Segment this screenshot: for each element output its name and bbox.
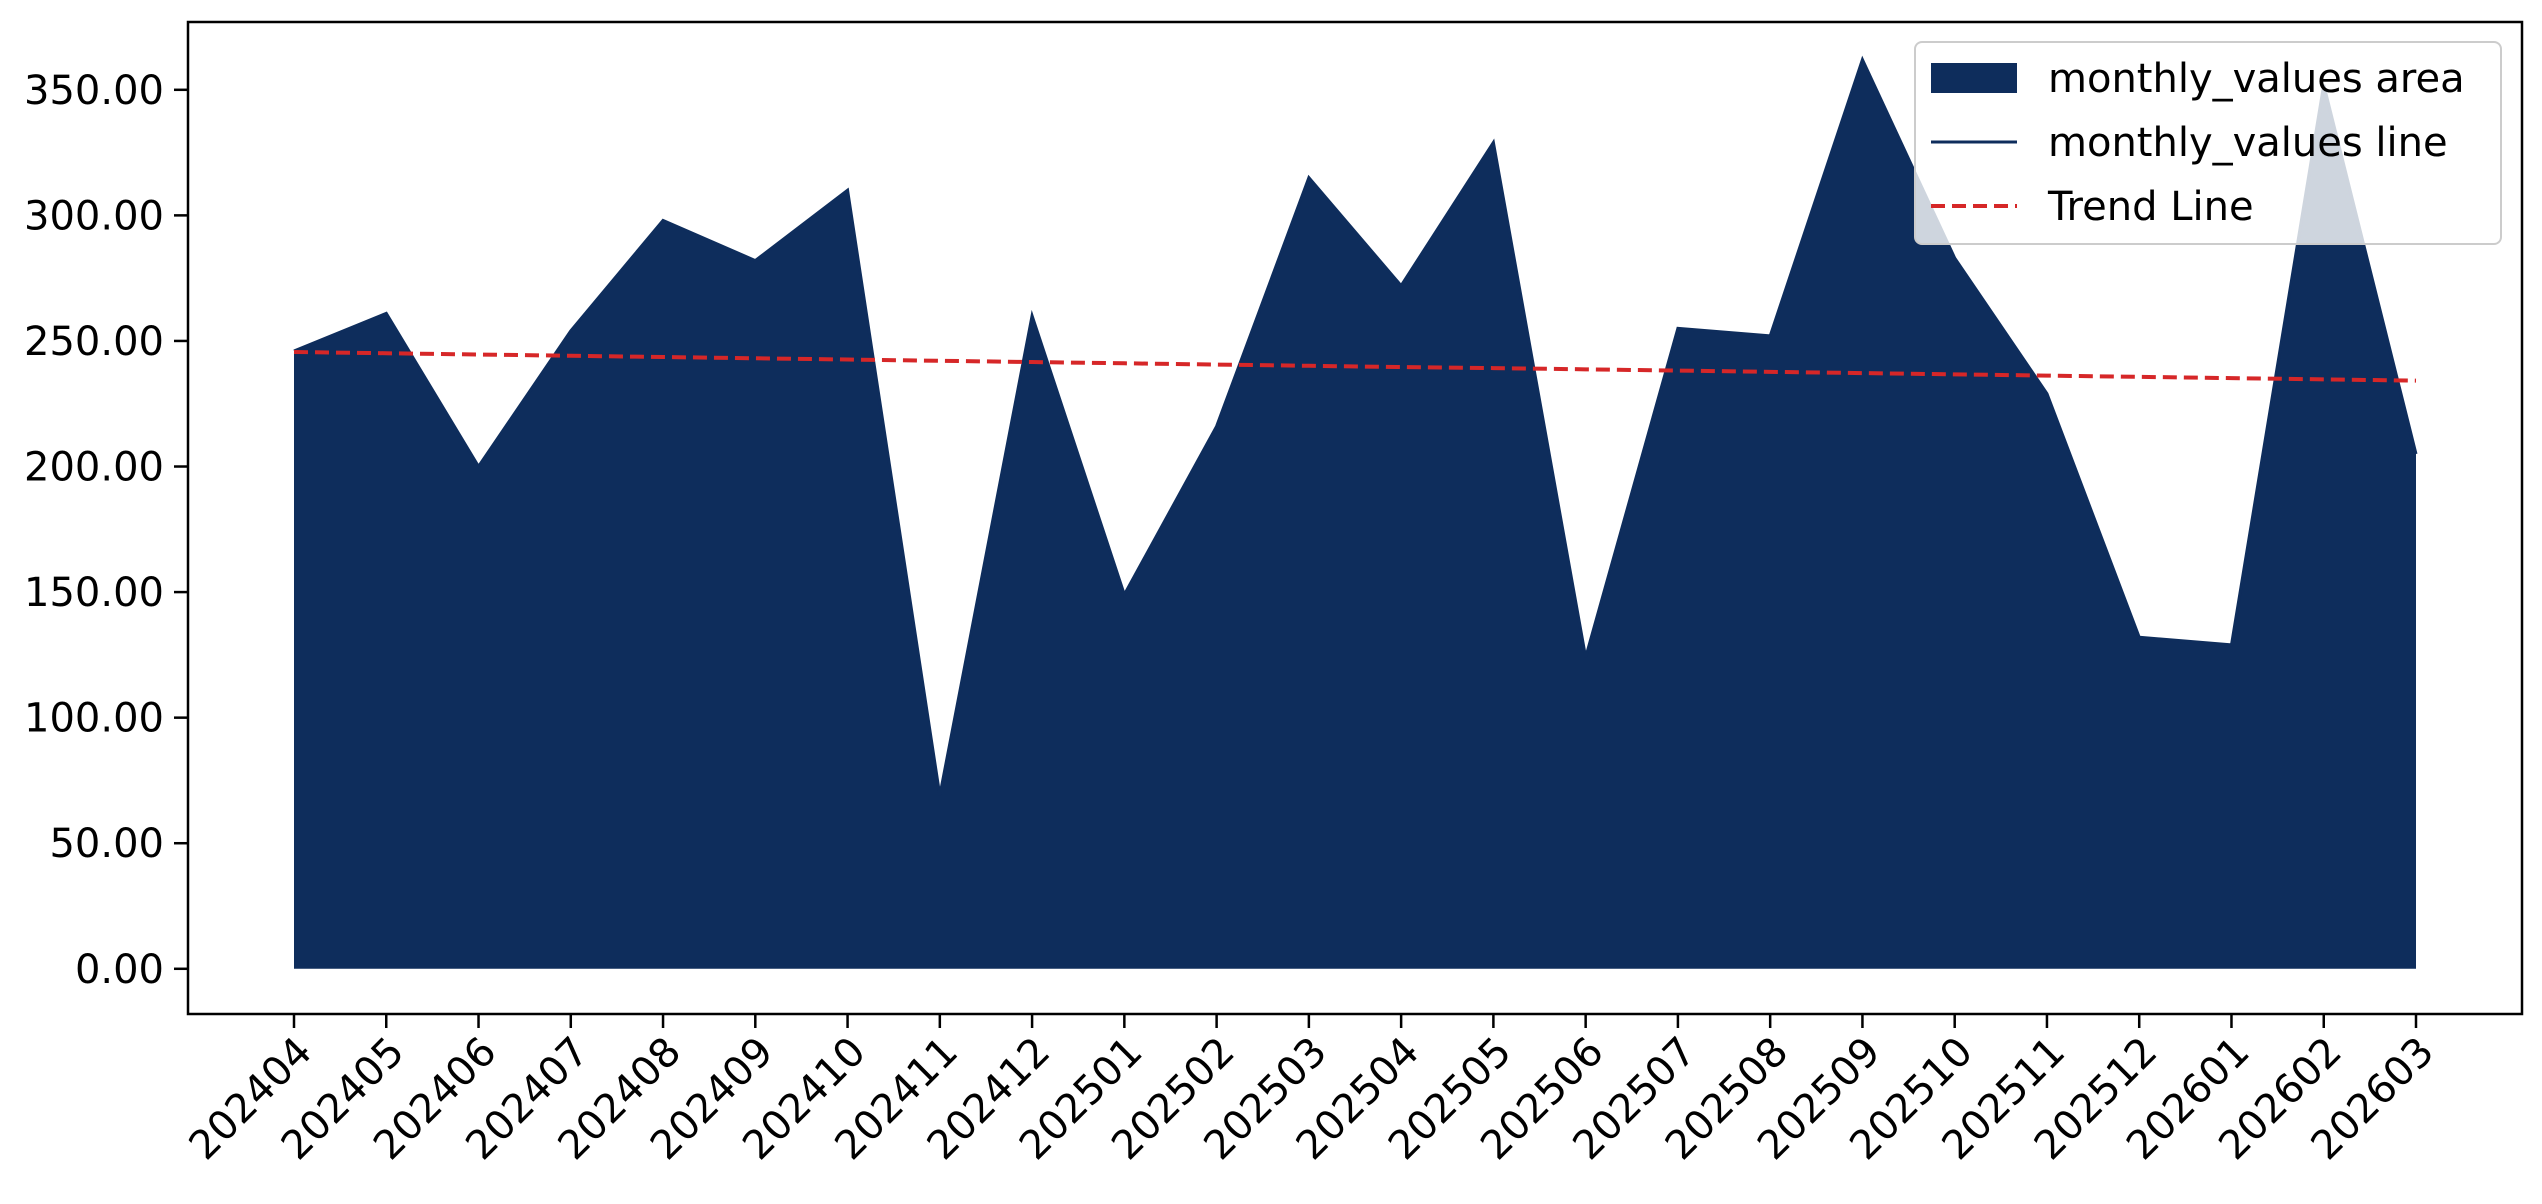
area-monthly-values: [294, 59, 2416, 969]
legend-label: monthly_values line: [2048, 120, 2448, 166]
y-tick-label: 150.00: [24, 570, 164, 616]
x-axis: 2024042024052024062024072024082024092024…: [181, 1014, 2443, 1169]
y-tick-label: 50.00: [49, 821, 164, 867]
line-layer: [293, 55, 2418, 796]
y-tick-label: 200.00: [24, 445, 164, 491]
legend-box: [1914, 41, 2502, 245]
trend-line: [293, 349, 2417, 383]
y-tick-label: 350.00: [24, 68, 164, 114]
y-axis: 0.00 50.00 100.00 150.00 200.00 250.00 300.00 3…: [24, 68, 188, 993]
legend: monthly_values area monthly_values line Tr…: [1914, 41, 2502, 245]
legend-swatch-area: [1931, 63, 2017, 93]
y-tick-label: 250.00: [24, 319, 164, 365]
y-tick-label: 300.00: [24, 193, 164, 239]
area-layer: [294, 59, 2416, 969]
legend-label: monthly_values area: [2048, 56, 2465, 102]
series-line-monthly-values: [293, 55, 2418, 796]
y-tick-label: 0.00: [75, 947, 164, 993]
y-tick-label: 100.00: [24, 696, 164, 742]
plot-frame: [186, 20, 2524, 1016]
legend-label: Trend Line: [2047, 184, 2254, 230]
